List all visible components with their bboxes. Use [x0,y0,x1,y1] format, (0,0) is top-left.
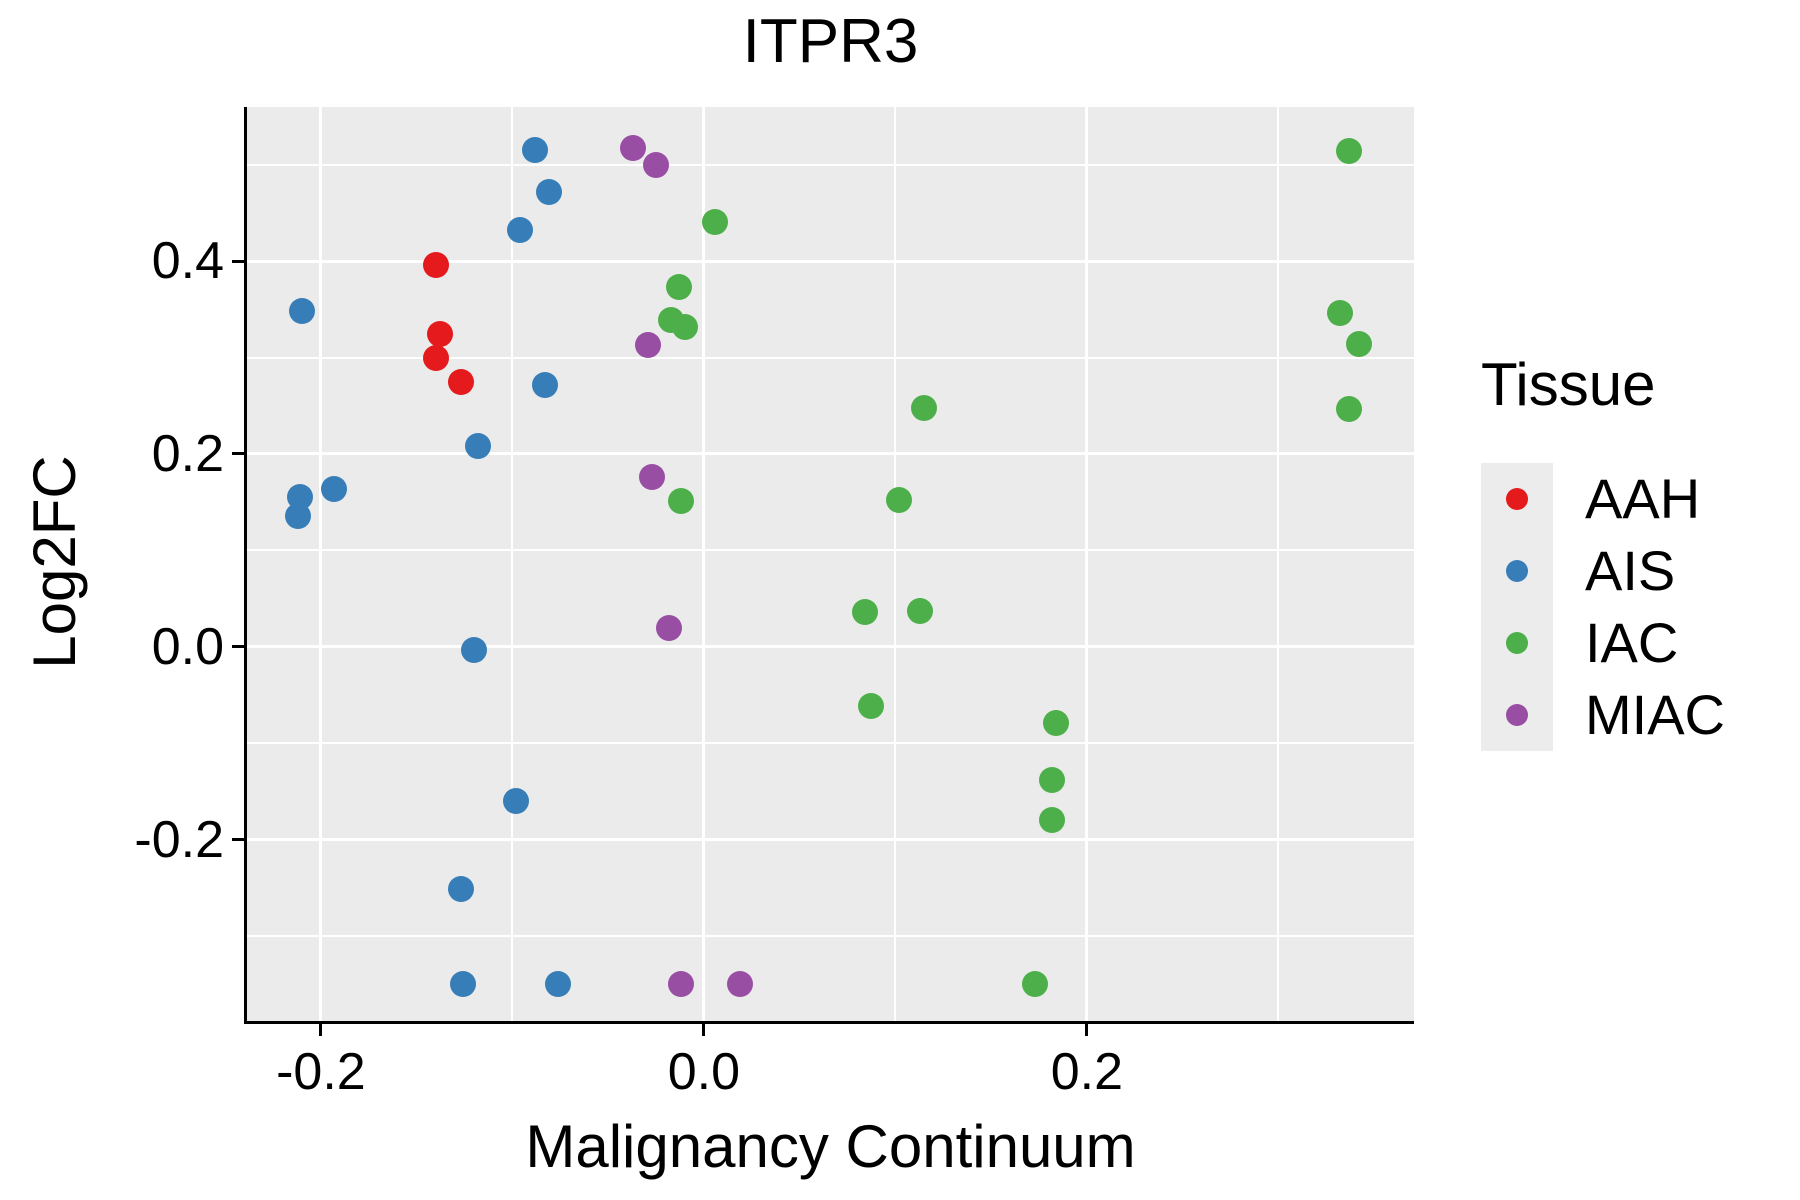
data-point-aah [426,321,453,348]
miac-swatch-icon [1506,704,1528,726]
data-point-aah [422,251,449,278]
data-point-ais [503,788,530,815]
major-gridline-y [247,645,1414,649]
data-point-iac [1039,806,1066,833]
x-axis-title: Malignancy Continuum [525,1113,1136,1180]
data-point-ais [545,970,572,997]
legend-item-iac: IAC [1481,607,1725,679]
data-point-iac [1043,710,1070,737]
x-tick-label: -0.2 [276,1043,366,1101]
minor-gridline-x [894,107,897,1021]
y-axis-line [244,107,247,1024]
data-point-iac [911,394,938,421]
minor-gridline-y [247,549,1414,552]
data-point-miac [727,970,754,997]
y-tick-label: 0.0 [151,617,224,676]
data-point-ais [522,137,549,164]
y-tick-label: 0.4 [151,232,224,290]
data-point-ais [288,298,315,325]
plot-panel [247,107,1414,1021]
data-point-ais [461,636,488,663]
legend-key [1481,607,1553,679]
data-point-iac [1336,138,1363,164]
data-point-miac [620,135,647,162]
data-point-iac [667,488,694,515]
data-point-miac [643,151,670,178]
x-tick-label: 0.2 [1050,1043,1124,1101]
data-point-ais [531,371,558,398]
x-tick-label: 0.0 [667,1043,741,1101]
data-point-ais [321,475,348,502]
legend: Tissue AAH AIS IAC MIAC [1481,350,1725,751]
legend-label: AAH [1585,467,1701,530]
x-tick-mark [702,1024,706,1036]
legend-key [1481,535,1553,607]
y-tick-mark [232,259,244,263]
data-point-aah [447,368,474,395]
data-point-ais [447,876,474,903]
data-point-iac [851,599,878,626]
major-gridline-y [247,259,1414,263]
minor-gridline-x [511,107,514,1021]
major-gridline-x [702,107,706,1021]
y-tick-mark [232,645,244,649]
chart-title: ITPR3 [742,7,919,76]
data-point-ais [284,502,311,529]
ais-swatch-icon [1506,560,1528,582]
x-axis-line [244,1021,1414,1024]
y-tick-mark [232,838,244,842]
legend-key [1481,679,1553,751]
data-point-ais [464,433,491,460]
minor-gridline-y [247,356,1414,359]
legend-item-aah: AAH [1481,463,1725,535]
major-gridline-x [319,107,323,1021]
minor-gridline-y [247,935,1414,938]
y-tick-mark [232,452,244,456]
data-point-iac [1345,330,1372,357]
legend-item-miac: MIAC [1481,679,1725,751]
x-tick-mark [319,1024,323,1036]
data-point-iac [886,487,913,514]
data-point-iac [1326,300,1353,327]
data-point-iac [857,692,884,719]
data-point-miac [656,614,683,641]
major-gridline-y [247,452,1414,456]
y-axis-title: Log2FC [21,455,88,669]
data-point-ais [507,217,534,244]
legend-key [1481,463,1553,535]
major-gridline-x [1085,107,1089,1021]
legend-title: Tissue [1481,351,1656,418]
data-point-iac [666,274,693,301]
minor-gridline-y [247,163,1414,166]
major-gridline-y [247,838,1414,842]
data-point-miac [635,331,662,358]
x-tick-mark [1085,1024,1089,1036]
legend-label: IAC [1585,611,1679,674]
legend-label: MIAC [1585,683,1725,746]
data-point-miac [639,464,666,491]
minor-gridline-y [247,742,1414,745]
legend-items: AAH AIS IAC MIAC [1481,463,1725,751]
aah-swatch-icon [1506,488,1528,510]
data-point-iac [671,313,698,340]
data-point-iac [907,598,934,625]
data-point-ais [535,178,562,205]
data-point-ais [449,970,476,997]
legend-label: AIS [1585,539,1676,602]
minor-gridline-x [1277,107,1280,1021]
data-point-aah [422,344,449,371]
data-point-iac [1039,767,1066,794]
iac-swatch-icon [1506,632,1528,654]
y-tick-label: 0.2 [151,424,224,483]
data-point-iac [1022,970,1049,997]
y-tick-label: -0.2 [134,810,224,869]
legend-item-ais: AIS [1481,535,1725,607]
data-point-miac [667,970,694,997]
data-point-iac [1336,395,1363,422]
data-point-iac [702,209,729,236]
